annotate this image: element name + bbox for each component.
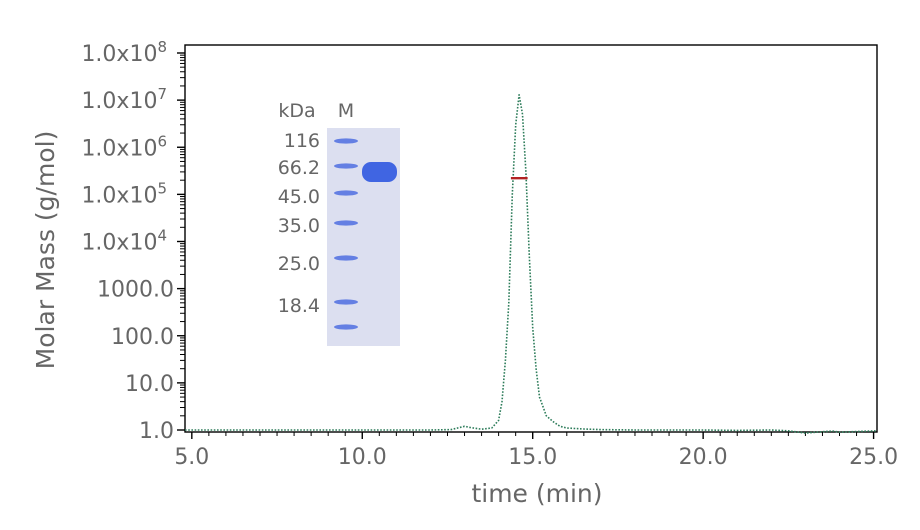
marker-size-label: 25.0 xyxy=(278,253,320,275)
x-tick-label: 20.0 xyxy=(679,445,728,470)
y-tick-label: 1.0x108 xyxy=(81,38,167,67)
marker-size-label: 35.0 xyxy=(278,215,320,237)
gel-background xyxy=(327,128,400,346)
marker-lane-label: M xyxy=(338,100,354,122)
y-tick-label: 1.0x104 xyxy=(81,227,167,256)
x-tick-label: 10.0 xyxy=(338,445,387,470)
y-axis-title: Molar Mass (g/mol) xyxy=(31,131,60,370)
series-layer xyxy=(185,94,878,434)
marker-band xyxy=(334,324,358,330)
marker-band xyxy=(334,220,358,226)
y-axis: 1.0 10.0 100.0 1000.0 1.0x104 1.0x105 1.0x106 1… xyxy=(81,38,185,444)
marker-size-label: 116 xyxy=(284,130,320,152)
y-tick-label: 100.0 xyxy=(111,325,174,350)
marker-band xyxy=(334,190,358,196)
x-tick-label: 5.0 xyxy=(174,445,209,470)
y-tick-label: 1.0 xyxy=(139,419,174,444)
y-tick-label: 10.0 xyxy=(125,372,174,397)
marker-size-label: 45.0 xyxy=(278,186,320,208)
gel-inset: kDa M 116 66.2 45.0 35.0 25.0 18.4 xyxy=(278,100,400,346)
y-tick-label: 1.0x107 xyxy=(81,85,167,114)
x-axis-title: time (min) xyxy=(471,479,602,508)
marker-band xyxy=(334,255,358,261)
x-tick-label: 15.0 xyxy=(508,445,557,470)
gel-unit-label: kDa xyxy=(278,100,315,122)
plot-frame xyxy=(184,44,878,433)
y-tick-label: 1000.0 xyxy=(97,278,174,303)
sample-band xyxy=(362,162,397,182)
marker-band xyxy=(334,163,358,169)
y-tick-label: 1.0x106 xyxy=(81,132,167,161)
marker-size-label: 18.4 xyxy=(278,295,320,317)
x-axis: 5.0 10.0 15.0 20.0 25.0 xyxy=(174,432,898,470)
marker-size-label: 66.2 xyxy=(278,157,320,179)
y-tick-label: 1.0x105 xyxy=(81,179,167,208)
marker-band xyxy=(334,138,358,144)
x-tick-label: 25.0 xyxy=(849,445,898,470)
marker-band xyxy=(334,299,358,305)
